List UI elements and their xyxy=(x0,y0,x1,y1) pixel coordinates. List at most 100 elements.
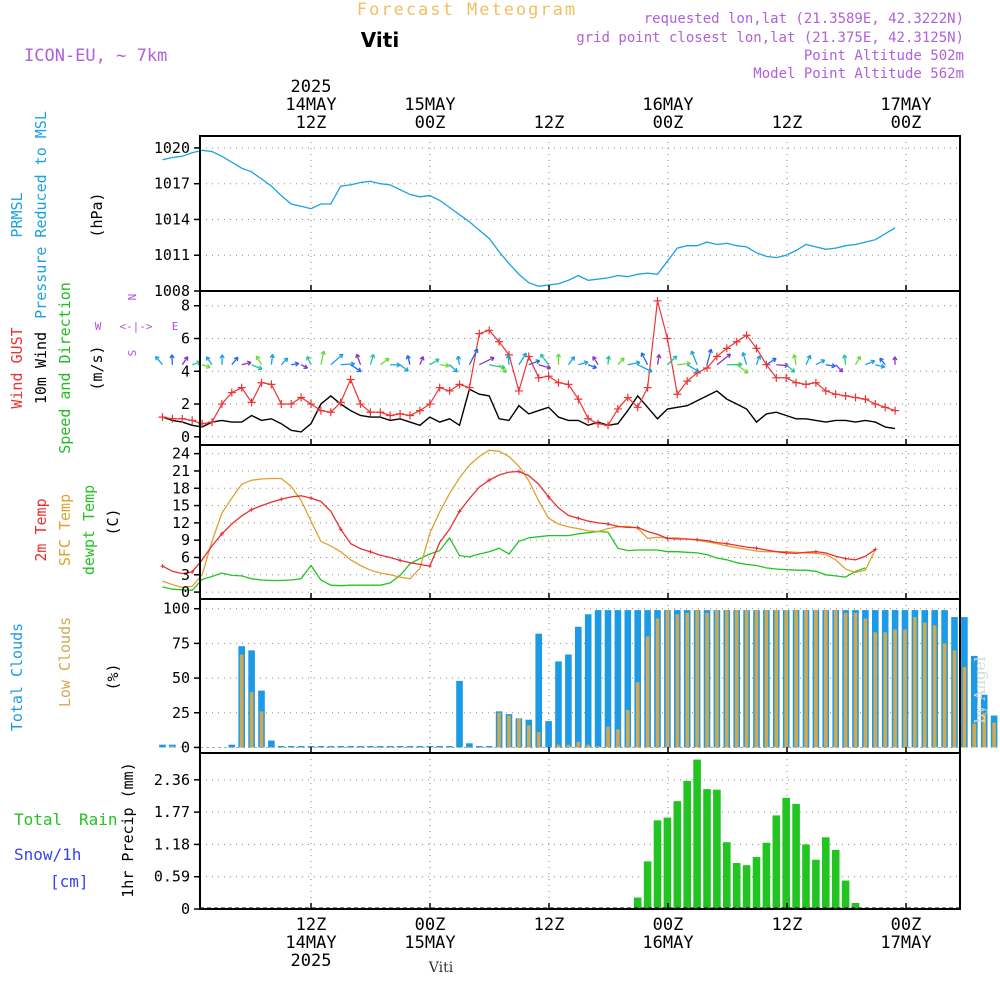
top-time-label: 15MAY xyxy=(404,95,455,115)
gust-marker xyxy=(425,400,434,409)
gust-marker xyxy=(534,373,543,382)
rain-bar xyxy=(772,815,781,909)
wind-arrow-head xyxy=(219,354,225,359)
wind-direction-arrow xyxy=(439,364,450,367)
low-cloud-bar xyxy=(863,618,868,748)
wind-direction-arrow xyxy=(468,348,478,366)
low-cloud-bar xyxy=(932,625,937,748)
wind-arrow-head xyxy=(455,355,462,361)
wind-direction-arrow xyxy=(690,350,698,365)
low-cloud-bar xyxy=(992,722,996,748)
top-time-label: 14MAY xyxy=(285,95,336,115)
wind-direction-arrow xyxy=(489,364,506,369)
wind-arrow-head xyxy=(405,354,411,360)
wind-direction-arrow xyxy=(205,356,213,366)
wind-arrow-head xyxy=(404,367,409,372)
total-cloud-bar xyxy=(476,746,483,748)
gust-marker xyxy=(178,414,187,423)
y-tick-label: 24 xyxy=(172,445,190,463)
total-cloud-bar xyxy=(584,614,592,748)
y-tick-label: 75 xyxy=(172,634,190,652)
wind-arrow-head xyxy=(338,353,344,359)
wind-direction-arrow xyxy=(399,364,409,372)
low-cloud-bar xyxy=(715,610,719,748)
y-tick-label: 0 xyxy=(181,583,190,601)
total-cloud-bar xyxy=(317,746,325,748)
compass-arrows: <-|-> xyxy=(119,320,152,333)
y-tick-label: 0 xyxy=(181,738,190,756)
wind-arrow-head xyxy=(303,364,309,369)
temp2m-marker xyxy=(695,537,700,542)
wind-direction-arrow xyxy=(607,355,610,365)
wind-direction-arrow xyxy=(641,352,649,366)
wind-direction-arrow xyxy=(255,355,263,366)
total-cloud-bar xyxy=(634,610,641,748)
rain-bar xyxy=(752,857,761,909)
wind-arrow-head xyxy=(255,355,261,361)
wind-direction-arrow xyxy=(241,361,252,366)
temp2m-marker xyxy=(279,497,284,502)
gust-marker xyxy=(722,344,731,353)
gust-marker xyxy=(514,386,523,395)
precip-unit-label: 1hr Precip (mm) xyxy=(119,762,137,897)
rain-bar xyxy=(643,861,652,909)
wind-direction-arrow xyxy=(457,355,461,365)
wind-direction-arrow xyxy=(736,364,749,374)
wind-direction-arrow xyxy=(666,355,678,366)
gust-marker xyxy=(435,383,444,392)
y-tick-label: 1.18 xyxy=(154,835,190,853)
gust-marker xyxy=(217,400,226,409)
bottom-time-label: 14MAY xyxy=(285,933,336,953)
wind-arrow-head xyxy=(892,356,898,361)
rain-bar xyxy=(703,789,711,909)
total-cloud-bar xyxy=(347,746,354,748)
wind-arrow-head xyxy=(396,362,401,368)
wind-direction-arrow xyxy=(449,364,458,373)
panel-frames: 1020101710141011100886420242118151296301… xyxy=(154,135,961,918)
wind-direction-arrow xyxy=(155,356,163,366)
temp2m-marker xyxy=(249,507,254,512)
top-time-label: 2025 xyxy=(291,77,332,97)
y-tick-label: 21 xyxy=(172,462,190,480)
wind-arrow-head xyxy=(690,350,696,356)
y-tick-label: 1017 xyxy=(154,175,190,193)
wind-arrow-head xyxy=(546,364,552,370)
wind-direction-arrow xyxy=(507,354,510,365)
panel-frame xyxy=(199,752,961,910)
gust-marker xyxy=(356,400,365,409)
gust-marker xyxy=(811,378,820,387)
gust-marker xyxy=(277,400,286,409)
wind-arrow-head xyxy=(522,352,527,358)
location-title: Viti xyxy=(361,28,399,52)
gust-marker xyxy=(336,398,345,407)
wind-arrow-head xyxy=(233,356,239,362)
wind-arrow-head xyxy=(620,357,625,362)
top-time-label: 17MAY xyxy=(880,95,931,115)
gust-marker xyxy=(257,378,266,387)
total-clouds-label: Total Clouds xyxy=(8,623,26,731)
bottom-time-label: 00Z xyxy=(653,915,684,935)
total-cloud-bar xyxy=(565,654,572,748)
low-cloud-bar xyxy=(616,729,620,748)
low-cloud-bar xyxy=(843,612,848,748)
wind-direction-arrow xyxy=(677,362,691,366)
wind-direction-arrow xyxy=(617,357,625,366)
gust-marker xyxy=(742,331,751,340)
wind-direction-arrow xyxy=(825,364,836,367)
gust-marker xyxy=(396,409,405,418)
gust-marker xyxy=(267,380,276,389)
gust-marker xyxy=(475,329,484,338)
pressure-panel xyxy=(162,149,896,287)
panel-labels: PRMSL Pressure Reduced to MSL (hPa) Wind GU… xyxy=(8,111,137,898)
wind-direction-arrow xyxy=(540,353,550,366)
low-cloud-bar xyxy=(527,725,531,748)
wind-arrow-head xyxy=(592,364,597,370)
low-cloud-bar xyxy=(942,643,947,748)
bottom-time-label: 12Z xyxy=(534,915,565,935)
wind-arrow-head xyxy=(772,357,777,363)
total-cloud-bar xyxy=(406,746,414,748)
y-tick-label: 18 xyxy=(172,479,190,497)
footer-location: Viti xyxy=(428,960,454,976)
gust-marker xyxy=(227,388,236,397)
